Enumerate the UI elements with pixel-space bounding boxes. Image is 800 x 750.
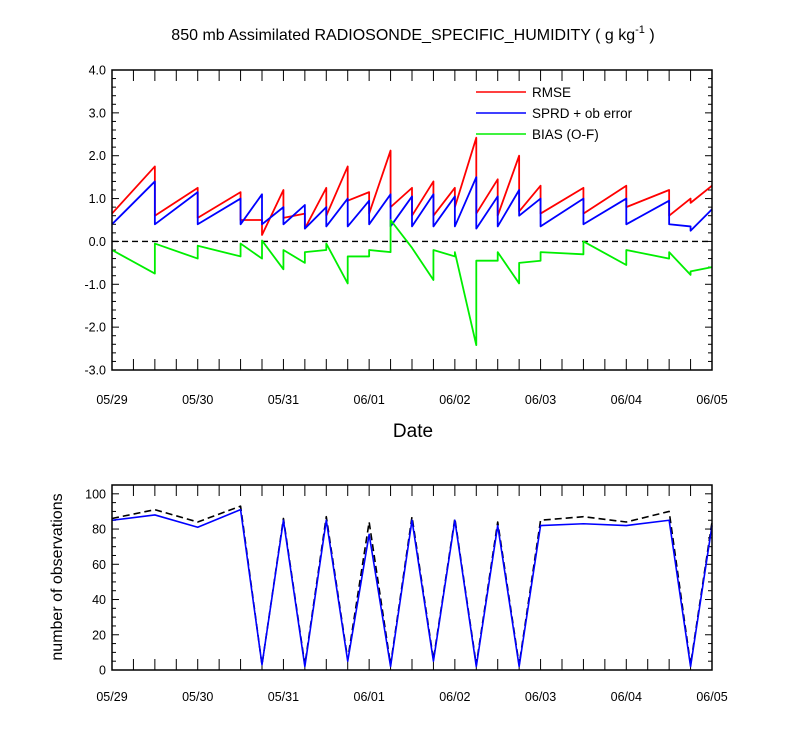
top-y-tick-label: 0.0 (89, 235, 106, 249)
top-y-tick-label: -2.0 (84, 321, 106, 335)
top-x-tick-label: 06/02 (439, 393, 470, 407)
top-series-group (111, 136, 713, 347)
top-series-bias-o-f (111, 219, 713, 347)
top-y-tick-label: 4.0 (89, 64, 106, 78)
top-x-tick-label: 05/31 (268, 393, 299, 407)
bottom-series-group (111, 505, 713, 668)
top-y-tick-label: -3.0 (84, 364, 106, 378)
bottom-y-tick-label: 0 (99, 664, 106, 678)
top-title-superscript: -1 (635, 24, 645, 36)
top-panel: 850 mb Assimilated RADIOSONDE_SPECIFIC_H… (84, 24, 727, 442)
top-x-tick-label: 06/05 (696, 393, 727, 407)
top-y-tick-label: -1.0 (84, 278, 106, 292)
legend-label-bias: BIAS (O-F) (532, 127, 599, 142)
bottom-y-tick-label: 40 (92, 593, 106, 607)
bottom-y-tick-label: 80 (92, 523, 106, 537)
top-x-tick-label: 05/30 (182, 393, 213, 407)
top-title: 850 mb Assimilated RADIOSONDE_SPECIFIC_H… (171, 24, 654, 44)
bottom-y-tick-label: 60 (92, 558, 106, 572)
bottom-series-possible (111, 505, 713, 666)
bottom-x-tick-label: 05/29 (96, 690, 127, 704)
top-x-tick-label: 05/29 (96, 393, 127, 407)
top-y-tick-label: 2.0 (89, 149, 106, 163)
top-series-sprd-ob-error (111, 176, 713, 232)
bottom-y-axis-label: number of observations (49, 493, 66, 660)
top-axes: -3.0 -2.0 -1.0 0.0 1.0 2.0 3.0 4.0 05/29 05/30 05/… (84, 64, 727, 408)
legend-label-rmse: RMSE (532, 85, 571, 100)
bottom-x-tick-label: 06/01 (354, 690, 385, 704)
bottom-x-tick-label: 05/30 (182, 690, 213, 704)
bottom-series-used (111, 508, 713, 668)
bottom-x-tick-label: 06/04 (611, 690, 642, 704)
bottom-axes: 0 20 40 60 80 100 05/29 05/30 05/31 06/01 06/02 06/… (85, 485, 728, 704)
legend: RMSE SPRD + ob error BIAS (O-F) (476, 85, 633, 142)
top-x-tick-label: 06/01 (354, 393, 385, 407)
bottom-plot-frame (111, 484, 713, 671)
top-x-tick-label: 06/03 (525, 393, 556, 407)
top-title-suffix: ) (645, 27, 655, 44)
top-plot-frame (111, 69, 713, 371)
top-y-tick-label: 3.0 (89, 106, 106, 120)
bottom-x-tick-label: 06/03 (525, 690, 556, 704)
bottom-x-tick-label: 06/05 (696, 690, 727, 704)
bottom-panel: 0 20 40 60 80 100 05/29 05/30 05/31 06/01 06/02 06/… (49, 484, 728, 704)
top-x-tick-label: 06/04 (611, 393, 642, 407)
bottom-y-tick-label: 20 (92, 628, 106, 642)
top-title-text: 850 mb Assimilated RADIOSONDE_SPECIFIC_H… (171, 27, 635, 44)
top-y-tick-label: 1.0 (89, 192, 106, 206)
legend-label-sprd: SPRD + ob error (532, 106, 633, 121)
bottom-y-tick-label: 100 (85, 487, 106, 501)
bottom-x-tick-label: 06/02 (439, 690, 470, 704)
bottom-x-tick-label: 05/31 (268, 690, 299, 704)
top-x-axis-label: Date (393, 421, 433, 442)
